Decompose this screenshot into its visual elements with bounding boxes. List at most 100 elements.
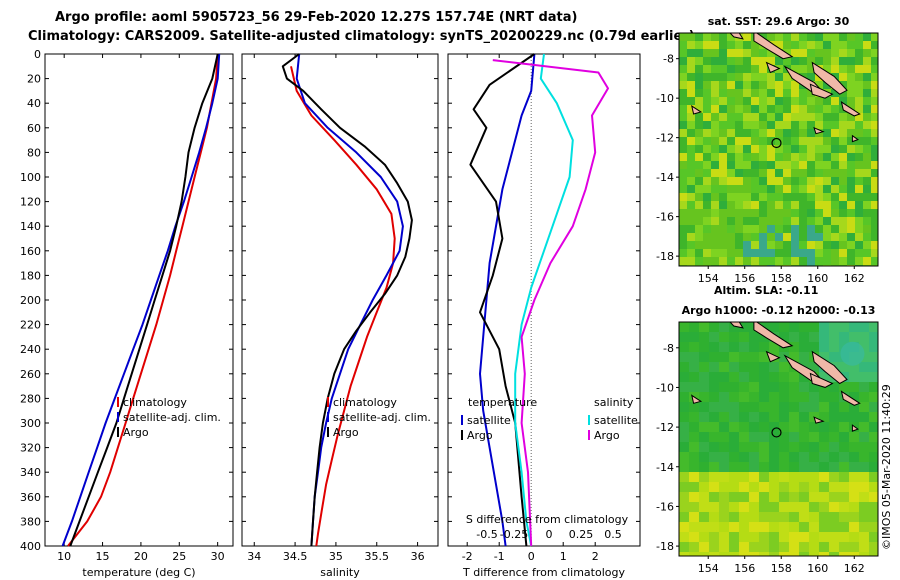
altimetry_map-cell — [789, 442, 800, 453]
sat_sst_map-cell — [823, 33, 832, 42]
altimetry_map-cell — [789, 552, 800, 556]
altimetry_map-cell — [859, 462, 870, 473]
sat_sst_map-cell — [863, 57, 872, 66]
sat_sst_map-cell — [783, 33, 792, 42]
sat_sst_map-cell — [855, 81, 864, 90]
sat_sst_map-cell — [687, 177, 696, 186]
altimetry_map-xtick-label: 158 — [771, 562, 792, 575]
sat_sst_map-cell — [711, 57, 720, 66]
sat_sst_map-cell — [855, 121, 864, 130]
sat_sst_map-cell — [823, 241, 832, 250]
sat_sst_map-cell — [799, 169, 808, 178]
sat_sst_map-cell — [703, 113, 712, 122]
sat_sst_map-cell — [783, 201, 792, 210]
sat_sst_map-cell — [751, 185, 760, 194]
sat_sst_map-cell — [735, 217, 744, 226]
sat_sst_map-cell — [727, 249, 736, 258]
sat_sst_map-cell — [807, 153, 816, 162]
sat_sst_map-ytick-label: -16 — [656, 211, 674, 224]
sat_sst_map-cell — [791, 49, 800, 58]
sat_sst_map-cell — [863, 177, 872, 186]
sat_sst_map-cell — [735, 49, 744, 58]
altimetry_map-cell — [699, 522, 710, 533]
sat_sst_map-cell — [743, 249, 752, 258]
altimetry_map-cell — [679, 362, 690, 373]
sat_sst_map-cell — [871, 201, 878, 210]
sat_sst_map-cell — [727, 209, 736, 218]
sat_sst_map-cell — [695, 161, 704, 170]
altimetry_map-cell — [759, 412, 770, 423]
sat_sst_map-cell — [695, 89, 704, 98]
sat_sst_map-cell — [767, 57, 776, 66]
sat_sst_map-cell — [847, 241, 856, 250]
sat_sst_map-cell — [687, 161, 696, 170]
altimetry_map-cell — [839, 382, 850, 393]
sat_sst_map-cell — [679, 145, 688, 154]
sat_sst_map-cell — [711, 113, 720, 122]
sat_sst_map-cell — [767, 49, 776, 58]
sat_sst_map-cell — [775, 129, 784, 138]
altimetry_map-cell — [809, 482, 820, 493]
altimetry_map-cell — [799, 482, 810, 493]
sat_sst_map-cell — [783, 129, 792, 138]
sat_sst_map-cell — [679, 121, 688, 130]
sat_sst_map-cell — [711, 81, 720, 90]
altimetry_map-cell — [819, 532, 830, 543]
sat_sst_map-cell — [759, 137, 768, 146]
altimetry_map-cell — [789, 402, 800, 413]
sat_sst_map-cell — [823, 145, 832, 154]
altimetry_map-cell — [759, 462, 770, 473]
sat_sst_map-cell — [823, 49, 832, 58]
sat_sst_map-cell — [783, 161, 792, 170]
sat_sst_map-cell — [847, 185, 856, 194]
altimetry_map-cell — [719, 532, 730, 543]
sat_sst_map-cell — [847, 121, 856, 130]
altimetry_map-cell — [789, 492, 800, 503]
sat_sst_map-cell — [791, 185, 800, 194]
altimetry_map-cell — [809, 462, 820, 473]
sat_sst_map-cell — [863, 145, 872, 154]
altimetry_map-cell — [699, 412, 710, 423]
sat_sst_map-cell — [863, 97, 872, 106]
sat_sst_map-cell — [831, 41, 840, 50]
sat_sst_map-cell — [799, 225, 808, 234]
sat_sst_map-cell — [807, 129, 816, 138]
sat_sst_map-cell — [751, 105, 760, 114]
temperature-axes-frame — [44, 53, 234, 547]
sat_sst_map-cell — [759, 121, 768, 130]
sat_sst_map-cell — [727, 57, 736, 66]
altimetry_map-cell — [819, 442, 830, 453]
sat_sst_map-cell — [815, 249, 824, 258]
sat_sst_map-cell — [815, 241, 824, 250]
altimetry_map-cell — [849, 542, 860, 553]
sat_sst_map-cell — [807, 217, 816, 226]
altimetry_map-cell — [829, 492, 840, 503]
altimetry_map-cell — [849, 392, 860, 403]
altimetry_map-cell — [709, 542, 720, 553]
sat_sst_map-cell — [831, 233, 840, 242]
sat_sst_map-cell — [791, 161, 800, 170]
altimetry_map-cell — [759, 492, 770, 503]
altimetry_map-cell — [709, 552, 720, 556]
altimetry_map-cell — [709, 492, 720, 503]
sat_sst_map-cell — [759, 241, 768, 250]
sat_sst_map-cell — [743, 49, 752, 58]
sat_sst_map-cell — [839, 161, 848, 170]
altimetry_map-cell — [819, 322, 830, 333]
sat_sst_map-cell — [751, 89, 760, 98]
altimetry_map-cell — [749, 552, 760, 556]
sat_sst_map-cell — [711, 41, 720, 50]
sat_sst_map-cell — [783, 121, 792, 130]
altimetry_map-cell — [749, 472, 760, 483]
sat_sst_map-cell — [703, 161, 712, 170]
sat_sst_map-cell — [871, 249, 878, 258]
sat_sst_map-cell — [751, 177, 760, 186]
altimetry_map-cell — [749, 462, 760, 473]
sat_sst_map-cell — [871, 209, 878, 218]
altimetry_map-cell — [759, 512, 770, 523]
sat_sst_map-cell — [847, 161, 856, 170]
sat_sst_map-cell — [687, 233, 696, 242]
altimetry_map-cell — [769, 372, 780, 383]
altimetry_map-cell — [689, 462, 700, 473]
altimetry_map-cell — [799, 352, 810, 363]
